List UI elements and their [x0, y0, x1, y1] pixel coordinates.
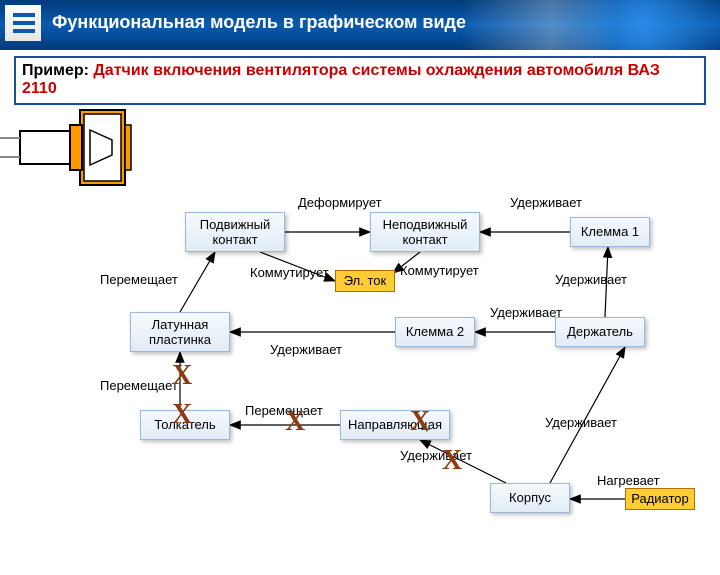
- node-y2: Радиатор: [625, 488, 695, 510]
- example-prefix: Пример:: [22, 62, 93, 79]
- node-n4: Латунная пластинка: [130, 312, 230, 352]
- edge-label: Удерживает: [545, 415, 617, 430]
- header-decor: [460, 0, 720, 50]
- node-y1: Эл. ток: [335, 270, 395, 292]
- edge-label: Удерживает: [490, 305, 562, 320]
- edge-label: Коммутирует: [250, 265, 329, 280]
- edge-label: Перемещает: [100, 378, 178, 393]
- edge-label: Коммутирует: [400, 263, 479, 278]
- menu-icon[interactable]: [5, 5, 41, 41]
- node-n3: Клемма 1: [570, 217, 650, 247]
- x-mark: X: [285, 406, 305, 438]
- node-n2: Неподвижный контакт: [370, 212, 480, 252]
- header: Функциональная модель в графическом виде: [0, 0, 720, 50]
- x-mark: X: [442, 445, 462, 477]
- edge-label: Перемещает: [100, 272, 178, 287]
- node-n9: Корпус: [490, 483, 570, 513]
- node-n1: Подвижный контакт: [185, 212, 285, 252]
- node-n8: Направляющая: [340, 410, 450, 440]
- example-text: Датчик включения вентилятора системы охл…: [22, 62, 660, 97]
- edge-label: Удерживает: [270, 342, 342, 357]
- edge-label: Удерживает: [555, 272, 627, 287]
- x-mark: X: [172, 399, 192, 431]
- example-box: Пример: Датчик включения вентилятора сис…: [14, 56, 706, 105]
- edge-label: Нагревает: [597, 473, 660, 488]
- node-n5: Клемма 2: [395, 317, 475, 347]
- edge-label: Удерживает: [510, 195, 582, 210]
- x-mark: X: [172, 360, 192, 392]
- edge-label: Перемещает: [245, 403, 323, 418]
- x-mark: X: [410, 406, 430, 438]
- node-n6: Держатель: [555, 317, 645, 347]
- edge-label: Деформирует: [298, 195, 382, 210]
- page-title: Функциональная модель в графическом виде: [52, 12, 466, 33]
- diagram-canvas: Подвижный контакт Неподвижный контакт Клем…: [0, 105, 720, 575]
